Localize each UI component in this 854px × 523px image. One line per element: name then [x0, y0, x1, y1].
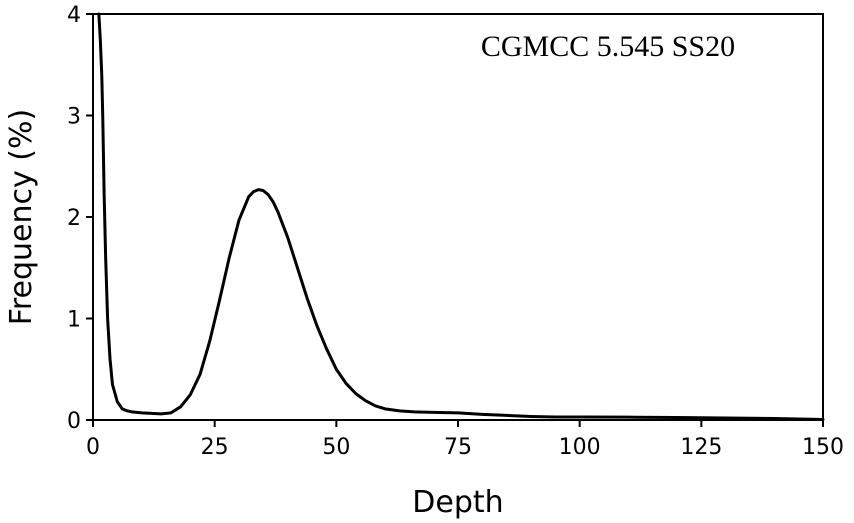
y-tick-label: 2 [67, 206, 81, 231]
series-line [97, 12, 825, 421]
x-tick-label: 25 [201, 435, 229, 460]
y-tick-label: 3 [67, 105, 81, 130]
x-tick-label: 50 [322, 435, 350, 460]
y-tick-label: 4 [67, 3, 81, 28]
x-tick-label: 150 [802, 435, 844, 460]
y-tick-label: 1 [67, 308, 81, 333]
x-tick-label: 75 [444, 435, 472, 460]
y-axis-title: Frequency (%) [4, 109, 39, 325]
x-axis-ticks: 0 25 50 75 100 125 150 [86, 420, 844, 460]
x-tick-label: 125 [680, 435, 722, 460]
y-axis-ticks: 0 1 2 3 4 [67, 3, 93, 434]
x-tick-label: 100 [559, 435, 601, 460]
plot-frame [92, 13, 824, 421]
y-tick-label: 0 [67, 409, 81, 434]
x-tick-label: 0 [86, 435, 100, 460]
x-axis-title: Depth [412, 485, 503, 520]
chart-annotation: CGMCC 5.545 SS20 [481, 30, 735, 63]
